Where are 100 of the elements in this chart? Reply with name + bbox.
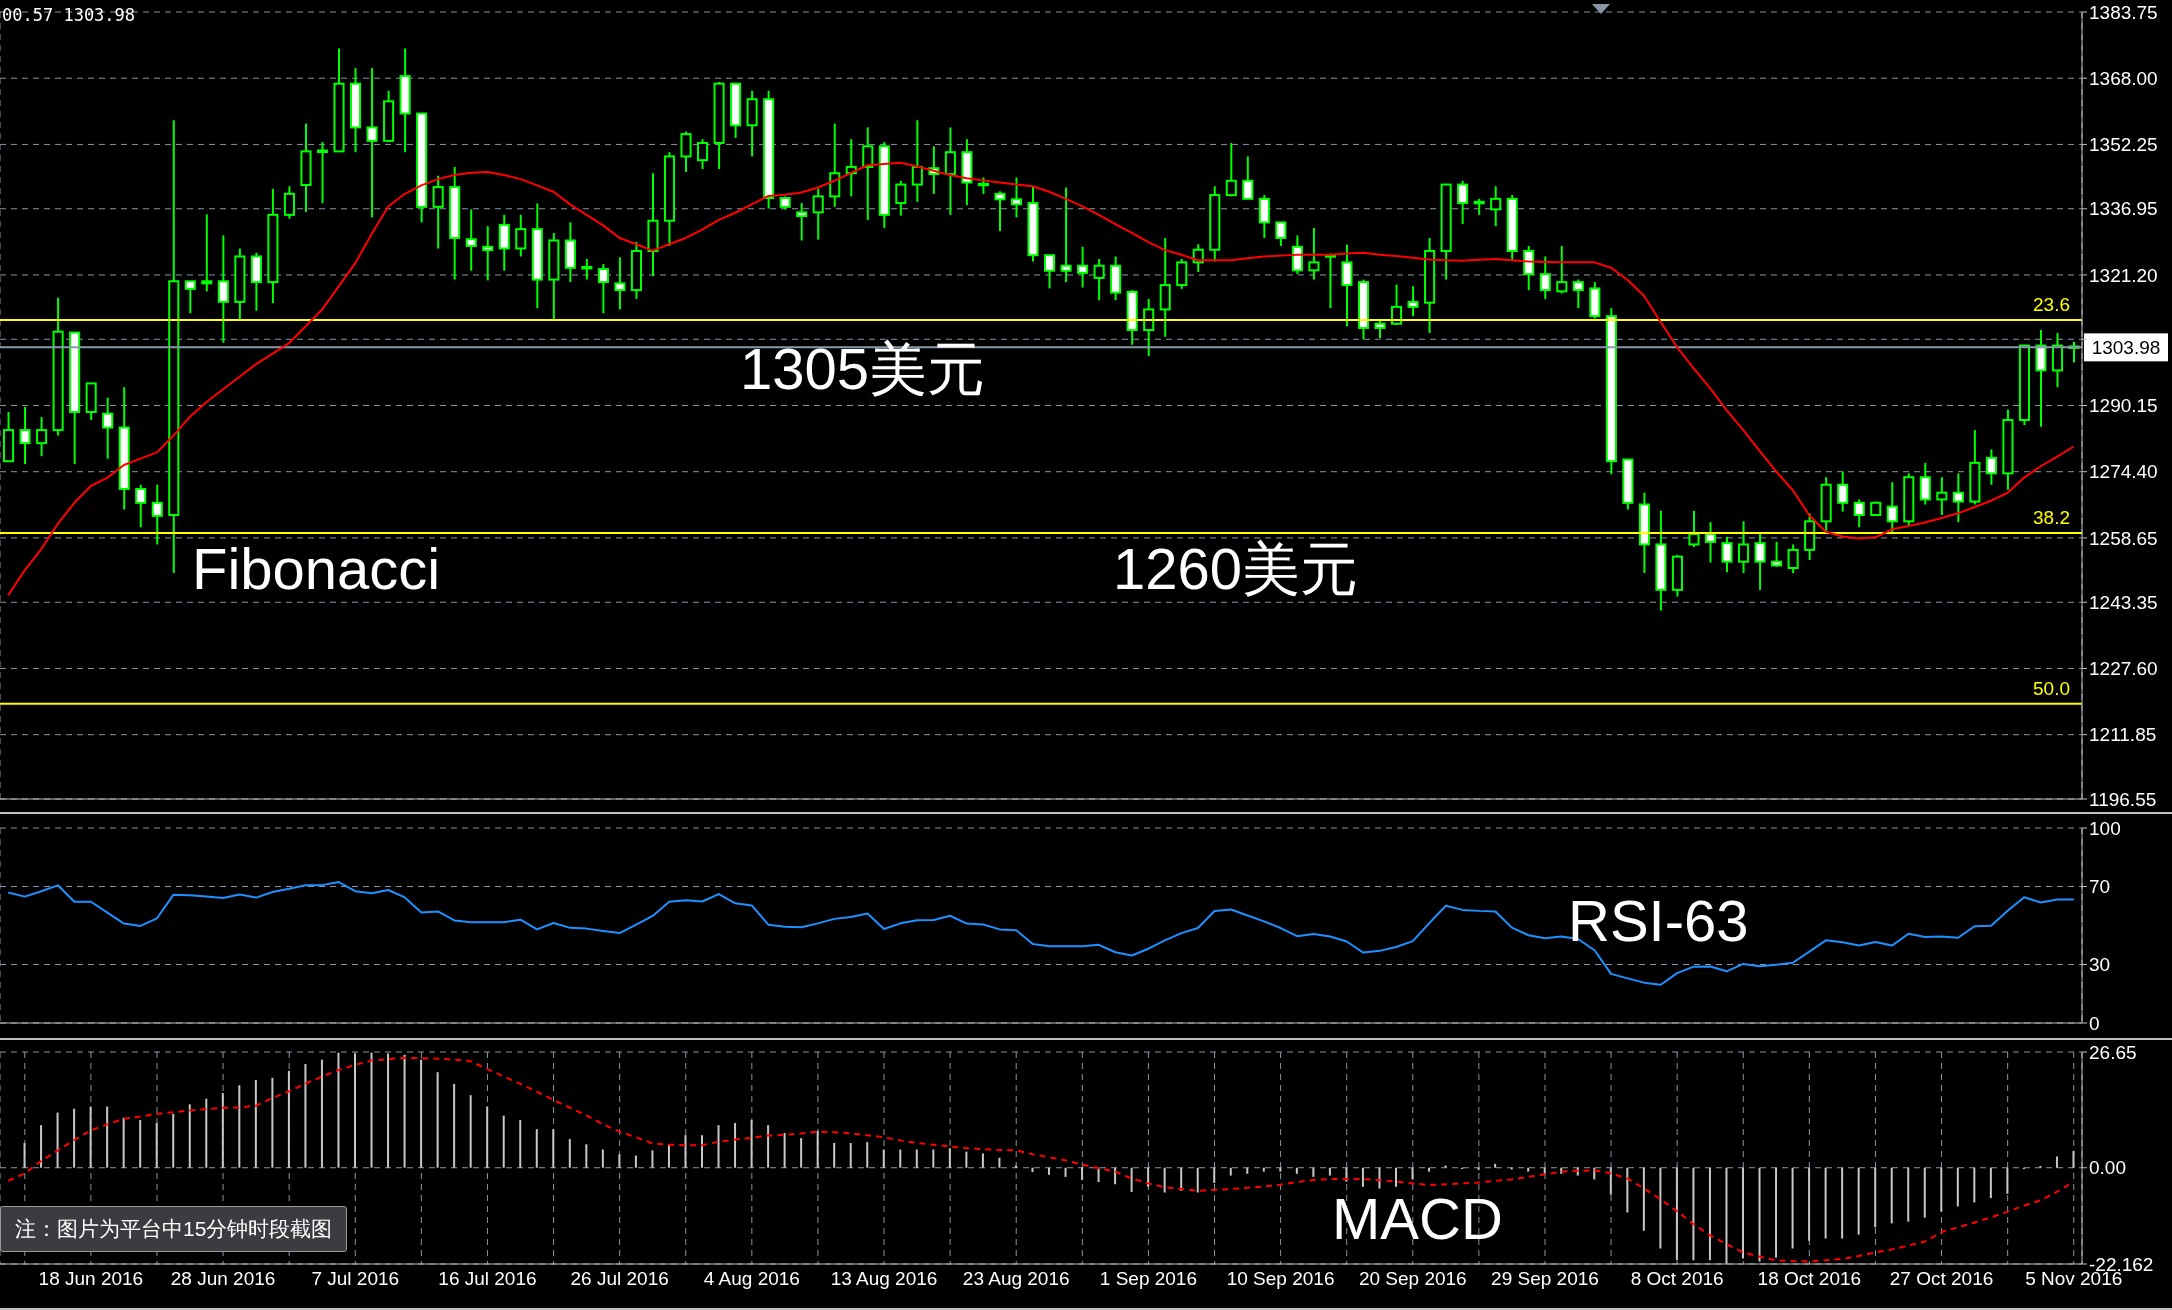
y-tick-label: 26.65 [2089,1041,2137,1063]
candlestick [895,179,907,217]
bar [849,1142,852,1168]
bar [915,1149,918,1168]
bar [1229,1167,1232,1176]
candlestick [1242,155,1254,200]
candlestick [1754,532,1766,591]
bar [1675,1167,1678,1261]
x-tick-label: 7 Jul 2016 [311,1268,400,1290]
candlestick [1886,481,1898,534]
candlestick [316,141,329,205]
candlestick [36,416,48,458]
bar [899,1149,902,1168]
candlestick [1919,461,1931,506]
bar [1989,1167,1992,1199]
annotation: MACD [1332,1186,1503,1253]
candlestick [697,138,709,171]
bar [684,1135,687,1168]
candlestick [201,213,213,293]
bar [502,1115,505,1168]
candlestick [911,119,923,203]
x-tick-label: 18 Jun 2016 [38,1268,144,1290]
candlestick [1523,244,1535,292]
candlestick [1093,257,1105,302]
bar [354,1053,356,1168]
candlestick [1258,194,1270,239]
bar [932,1149,935,1168]
candlestick [1936,476,1948,517]
bar [800,1138,803,1168]
bar [2055,1156,2058,1168]
y-tick-label: 1290.15 [2089,395,2158,417]
candlestick [1952,472,1964,524]
bar [717,1125,720,1168]
candlestick [1771,540,1783,568]
y-tick-label: 0.00 [2089,1157,2126,1179]
candlestick [1704,521,1717,564]
bar [188,1104,191,1168]
candlestick [1143,297,1155,358]
bar [1841,1167,1844,1239]
candlestick [482,225,494,282]
y-tick-label: 1368.00 [2089,67,2158,89]
bar [1692,1167,1695,1261]
bar [23,1142,26,1168]
bar [552,1129,555,1168]
candlestick [1721,535,1733,574]
bar [866,1142,869,1168]
bar [1708,1167,1711,1261]
bar [1857,1167,1860,1235]
bar [1279,1167,1282,1172]
candlestick [796,202,808,242]
bar [1081,1167,1084,1180]
candlestick [1225,141,1237,198]
bar [1312,1167,1315,1177]
bar [1890,1167,1893,1224]
bar [585,1144,588,1168]
bar [1295,1167,1298,1174]
x-tick-label: 4 Aug 2016 [703,1268,800,1290]
bar [1560,1167,1563,1174]
candlestick [1407,285,1419,318]
bar [469,1095,472,1168]
x-tick-label: 18 Oct 2016 [1757,1268,1862,1290]
bar [767,1125,770,1168]
candlestick [184,280,196,315]
bar [1064,1167,1067,1177]
candlestick [366,67,378,219]
x-tick-label: 26 Jul 2016 [570,1268,669,1290]
bar [1262,1167,1265,1172]
bar [73,1108,76,1168]
bar [486,1106,489,1168]
candlestick [1837,470,1849,513]
bar [1180,1167,1183,1191]
y-tick-label: 1352.25 [2089,134,2158,156]
bar [1956,1167,1959,1207]
candlestick [1176,257,1188,290]
bar [122,1117,125,1168]
bar [271,1077,274,1168]
candlestick [1044,254,1056,290]
bar [948,1148,951,1168]
candlestick [829,122,841,208]
candlestick [614,256,626,311]
bar [1014,1165,1017,1168]
bar [1048,1167,1050,1175]
annotation: 1260美元 [1113,536,1359,603]
candlestick [581,257,593,281]
candlestick [944,126,956,216]
candlestick [1985,448,1997,486]
candlestick [1077,245,1089,289]
candlestick [1572,278,1584,310]
annotation: 50.0 [2033,677,2070,700]
bar [403,1054,406,1168]
line-series [7,1056,2075,1263]
annotation: 注：图片为平台中15分钟时段截图 [0,1206,348,1253]
candlestick [432,174,444,250]
bar [1196,1167,1199,1193]
candlestick [217,234,229,344]
bar [1824,1167,1827,1239]
bar [568,1139,571,1168]
x-tick-label: 20 Sep 2016 [1358,1268,1467,1290]
bar [1395,1167,1397,1187]
bar [172,1113,175,1168]
